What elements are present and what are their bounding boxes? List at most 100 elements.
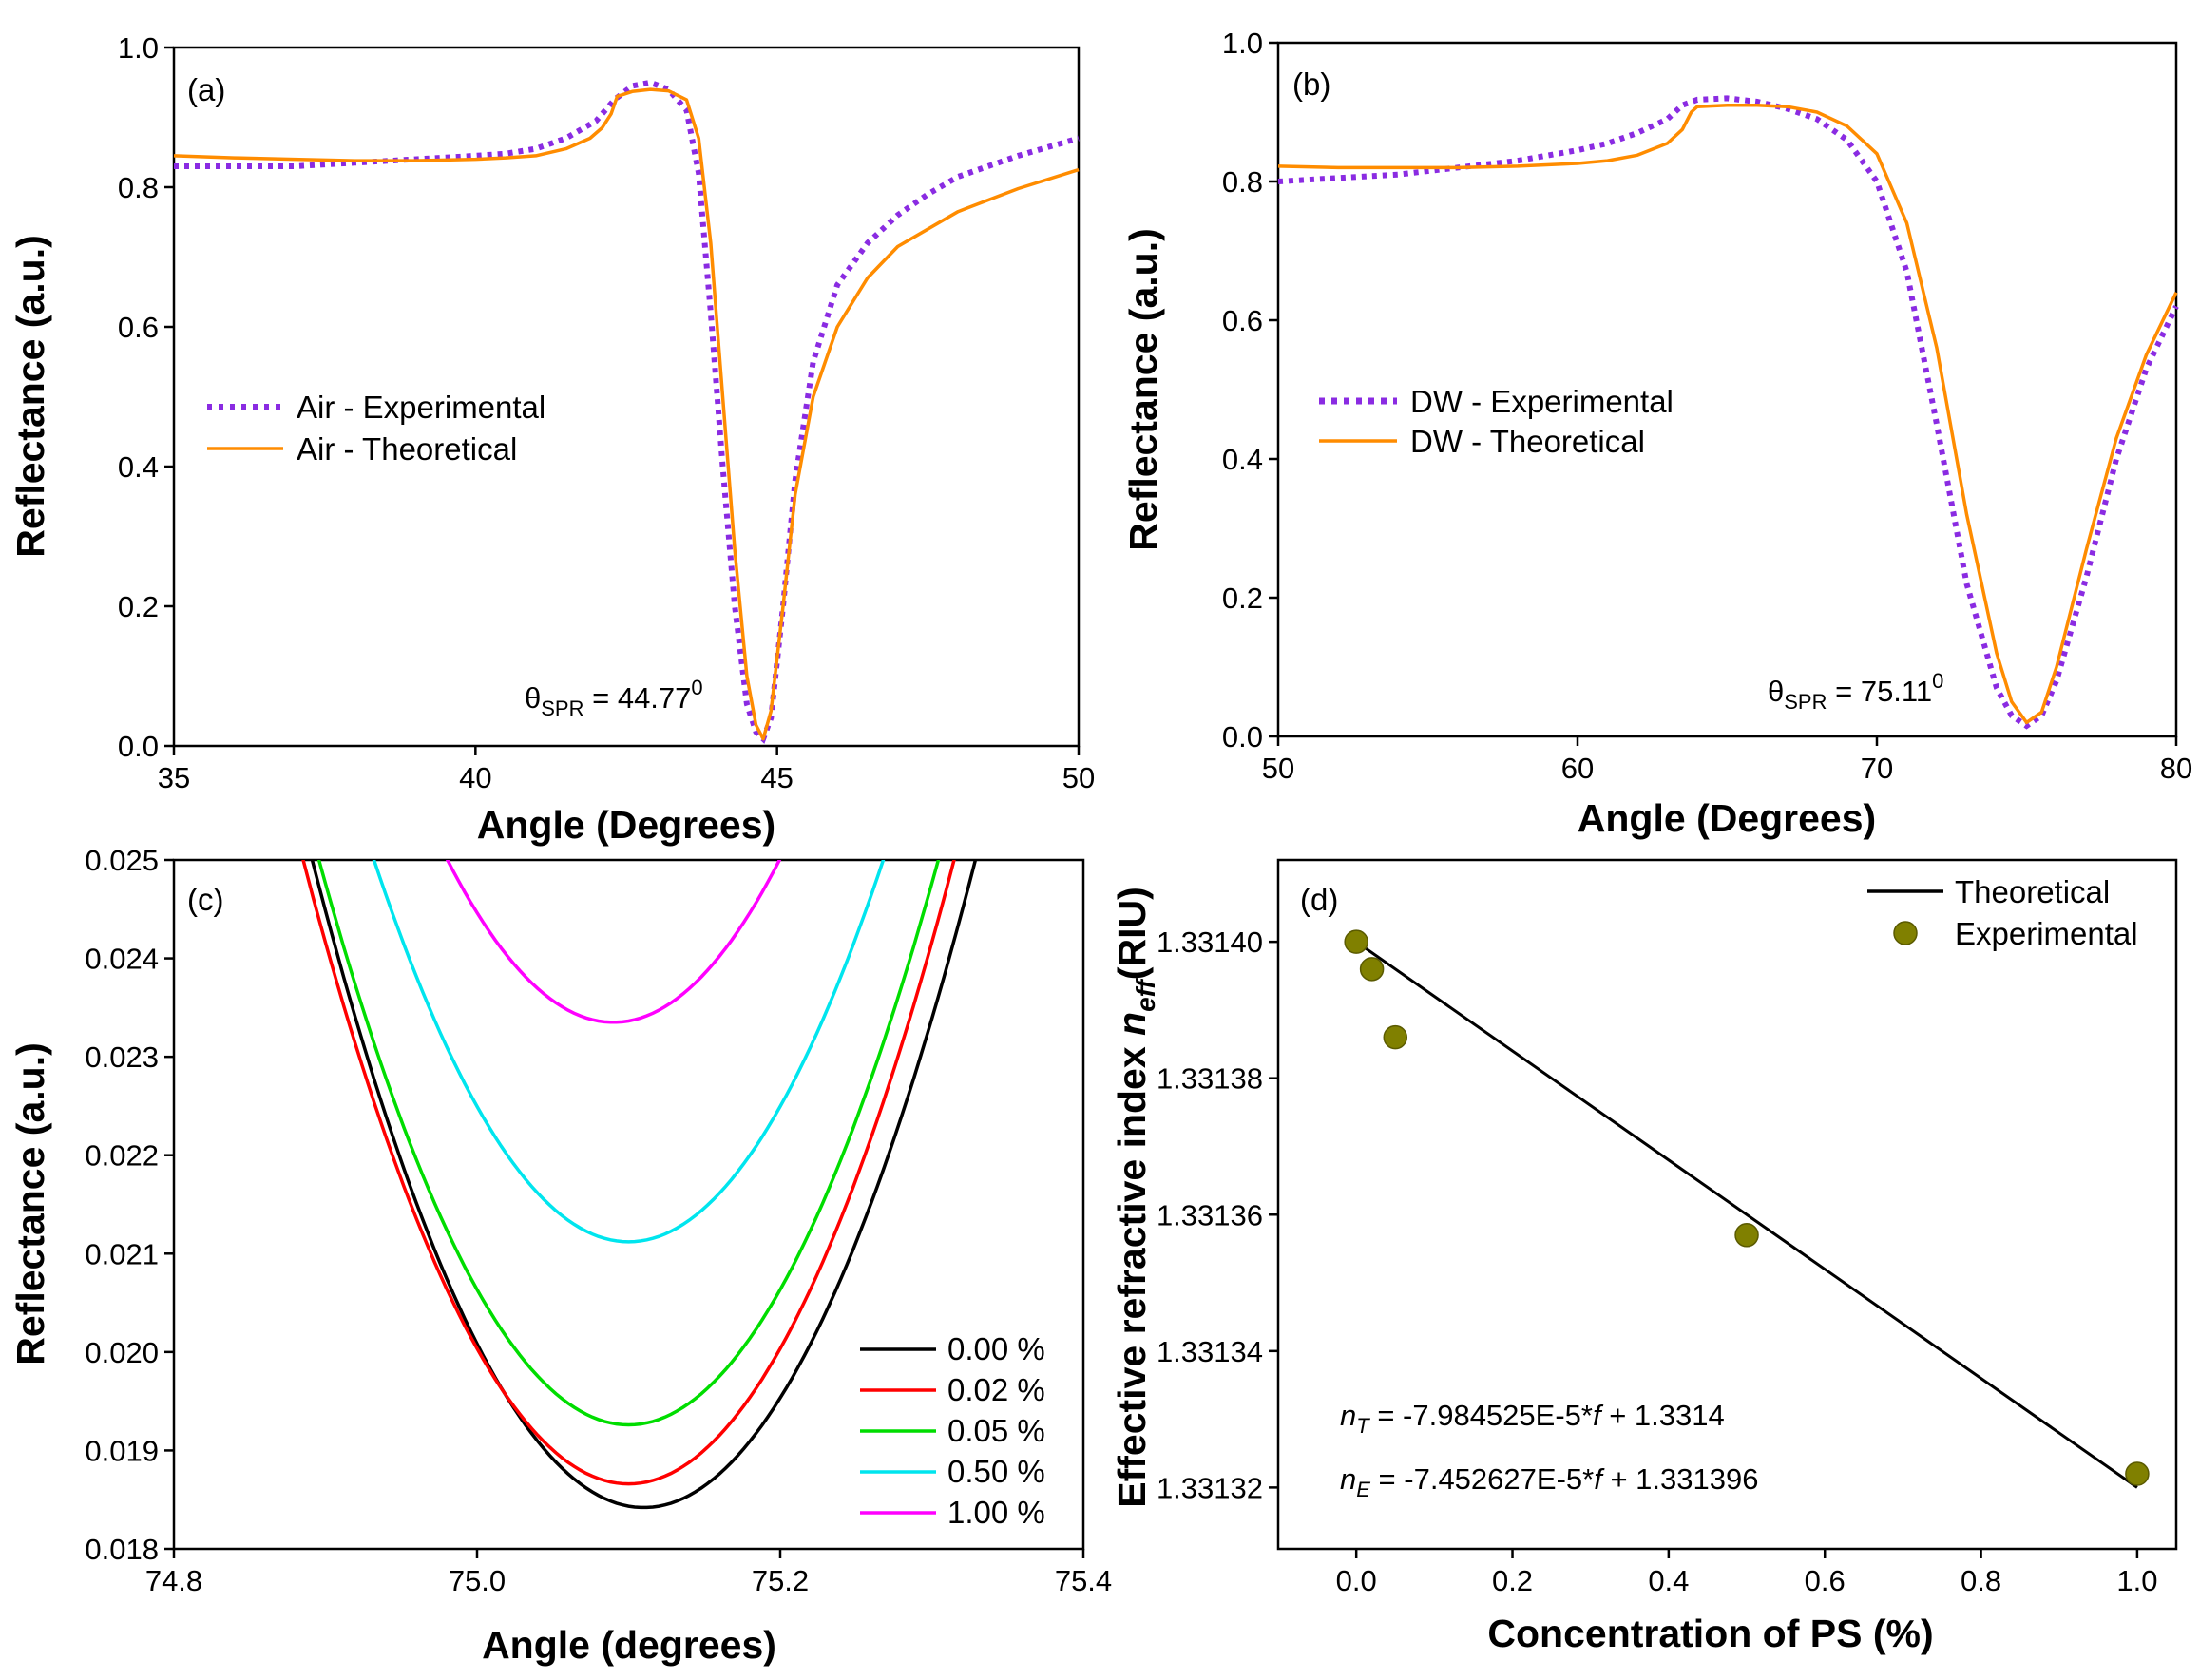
panel-a-ytick-label: 0.0 [118, 730, 159, 763]
panel-a-ytick-label: 0.6 [118, 311, 159, 344]
panel-a-plot-area: 35 40 45 50 0.0 0.2 0.4 0.6 0.8 1.0 [118, 31, 1095, 794]
panel-b-xlabel: Angle (Degrees) [1578, 796, 1876, 840]
panel-c-series-2 [316, 860, 941, 1427]
panel-c-plot-area: 74.8 75.0 75.2 75.4 0.018 0.019 0.020 0.021 0.02… [85, 844, 1112, 1597]
panel-d-ytick-label: 1.33134 [1157, 1335, 1263, 1368]
panel-a-ytick-label: 1.0 [118, 31, 159, 65]
panel-b-xtick-label: 80 [2160, 752, 2192, 785]
panel-c-ytick-label: 0.020 [85, 1336, 159, 1369]
panel-c-ytick-label: 0.019 [85, 1434, 159, 1467]
panel-b-ytick-label: 0.0 [1222, 720, 1263, 754]
panel-c-legend-label: 0.05 % [947, 1413, 1045, 1448]
eq-e-n: n [1340, 1462, 1356, 1496]
panel-a-legend-theoretical: Air - Theoretical [297, 431, 517, 467]
panel-a-spr-sub: SPR [541, 697, 583, 720]
panel-b-ytick-label: 1.0 [1222, 27, 1263, 60]
panel-c-ytick-label: 0.021 [85, 1237, 159, 1270]
panel-a-xtick-label: 50 [1062, 761, 1095, 794]
panel-d-xtick-label: 0.6 [1805, 1564, 1846, 1597]
panel-d-xtick-label: 1.0 [2116, 1564, 2157, 1597]
panel-c-curves [301, 860, 978, 1510]
panel-d-point [1344, 929, 1368, 954]
panel-d-ytick-label: 1.33132 [1157, 1471, 1263, 1504]
panel-c-legend-label: 0.00 % [947, 1331, 1045, 1366]
panel-a-ytick-label: 0.4 [118, 450, 159, 484]
panel-b-series-experimental [1277, 95, 2179, 730]
panel-d-ylabel-sub: eff [1131, 978, 1160, 1012]
panel-d-point [1734, 1223, 1759, 1248]
panel-b-legend-theoretical: DW - Theoretical [1410, 424, 1645, 459]
panel-b: 50 60 70 80 0.0 0.2 0.4 0.6 0.8 1.0 (b) Angle (De… [1121, 27, 2192, 840]
eq-t-tail: + 1.3314 [1601, 1399, 1725, 1432]
panel-c-series-3 [372, 860, 886, 1244]
panel-b-xtick-label: 70 [1861, 752, 1893, 785]
panel-a-ylabel: Reflectance (a.u.) [9, 235, 52, 558]
panel-b-frame [1276, 41, 2178, 738]
panel-a-ytick-label: 0.8 [118, 171, 159, 204]
panel-d-plot-area: 0.0 0.2 0.4 0.6 0.8 1.0 1.33132 1.33134 1.33136 1… [1157, 858, 2178, 1597]
eq-t-sub: T [1356, 1414, 1370, 1438]
panel-d-ytick-label: 1.33136 [1157, 1198, 1263, 1231]
panel-c-ylabel: Reflectance (a.u.) [9, 1042, 52, 1365]
panel-c-series-0 [310, 860, 978, 1510]
panel-c-ytick-label: 0.024 [85, 943, 159, 976]
eq-e-sub: E [1356, 1478, 1370, 1501]
panel-d-point [2125, 1461, 2150, 1486]
panel-d-ytick-label: 1.33140 [1157, 926, 1263, 959]
panel-d-xtick-label: 0.4 [1648, 1564, 1689, 1597]
panel-b-ylabel: Reflectance (a.u.) [1121, 228, 1165, 551]
panel-a-legend-experimental: Air - Experimental [297, 390, 545, 425]
panel-b-plot-area: 50 60 70 80 0.0 0.2 0.4 0.6 0.8 1.0 [1222, 27, 2192, 785]
panel-b-legend: DW - Experimental DW - Theoretical [1319, 384, 1674, 459]
panel-c-xtick-label: 74.8 [145, 1564, 202, 1597]
panel-b-ytick-label: 0.8 [1222, 165, 1263, 199]
panel-d-legend-swatch-experimental [1893, 921, 1918, 945]
panel-b-xtick-label: 60 [1561, 752, 1594, 785]
panel-d-xtick-label: 0.0 [1336, 1564, 1377, 1597]
panel-c-frame [172, 858, 1085, 1551]
eq-e-text: = -7.452627E-5* [1370, 1462, 1594, 1496]
panel-c-legend-label: 0.02 % [947, 1372, 1045, 1407]
panel-d-ytick-label: 1.33138 [1157, 1062, 1263, 1096]
panel-a-spr-value: = 44.77 [584, 681, 692, 715]
panel-d-equation-theoretical: nT = -7.984525E-5*f + 1.3314 [1340, 1399, 1725, 1438]
eq-t-n: n [1340, 1399, 1356, 1432]
panel-d-fit-line [1355, 940, 2138, 1489]
panel-a-spr-sup: 0 [691, 676, 702, 699]
panel-b-label: (b) [1292, 67, 1330, 102]
panel-a-xtick-label: 40 [459, 761, 491, 794]
panel-b-ytick-label: 0.2 [1222, 582, 1263, 615]
panel-b-xtick-label: 50 [1262, 752, 1294, 785]
panel-d-ylabel-n: n [1110, 1012, 1154, 1036]
panel-d-legend-experimental: Experimental [1955, 916, 2138, 951]
panel-c-xtick-label: 75.0 [449, 1564, 506, 1597]
panel-c-ytick-label: 0.022 [85, 1139, 159, 1173]
panel-d-point [1359, 957, 1385, 982]
panel-b-legend-experimental: DW - Experimental [1410, 384, 1674, 419]
panel-d-ylabel-main: Effective refractive index [1110, 1036, 1154, 1508]
panel-b-spr-value: = 75.11 [1827, 675, 1933, 708]
panel-b-ytick-label: 0.4 [1222, 443, 1263, 476]
panel-a-label: (a) [187, 72, 225, 107]
panel-a-spr-annotation: θSPR = 44.770 [525, 676, 703, 720]
panel-d-frame [1276, 858, 2178, 1551]
panel-a-xtick-label: 45 [760, 761, 793, 794]
panel-c-xlabel: Angle (degrees) [482, 1623, 776, 1667]
panel-d-xtick-label: 0.2 [1492, 1564, 1533, 1597]
panel-d-ylabel: Effective refractive index neff(RIU) [1110, 887, 1160, 1507]
panel-d: 0.0 0.2 0.4 0.6 0.8 1.0 1.33132 1.33134 1.33136 1… [1110, 858, 2178, 1655]
panel-a-xtick-label: 35 [158, 761, 190, 794]
panel-a-xlabel: Angle (Degrees) [477, 803, 775, 847]
panel-d-ylabel-unit: (RIU) [1110, 887, 1154, 980]
panel-a-frame [172, 46, 1081, 748]
panel-c-legend: 0.00 % 0.02 % 0.05 % 0.50 % 1.00 % [860, 1331, 1045, 1530]
panel-c-xtick-label: 75.2 [752, 1564, 809, 1597]
panel-d-equation-experimental: nE = -7.452627E-5*f + 1.331396 [1340, 1462, 1758, 1501]
panel-d-legend-theoretical: Theoretical [1955, 874, 2110, 909]
panel-a-legend: Air - Experimental Air - Theoretical [207, 390, 545, 467]
panel-d-xtick-label: 0.8 [1961, 1564, 2001, 1597]
panel-b-series-theoretical [1277, 103, 2178, 725]
panel-a-spr-theta: θ [525, 681, 541, 715]
panel-b-spr-annotation: θSPR = 75.110 [1768, 669, 1943, 714]
panel-c-series-4 [445, 860, 782, 1024]
